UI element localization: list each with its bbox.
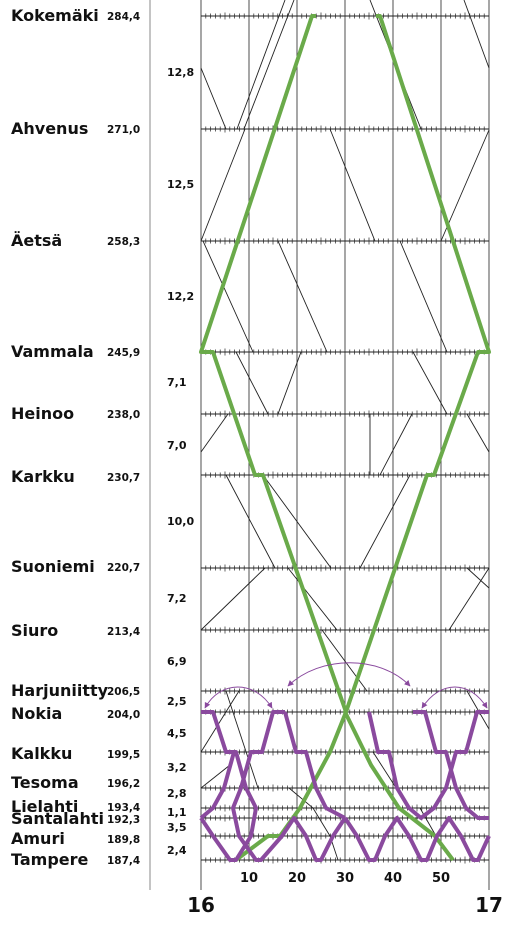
station-name: Amuri	[11, 829, 65, 848]
station-km: 204,0	[107, 709, 140, 721]
segment-distance: 2,8	[167, 787, 187, 800]
station-km: 258,3	[107, 236, 140, 248]
station-km: 213,4	[107, 626, 140, 638]
minute-label: 10	[240, 871, 258, 886]
minute-label: 30	[336, 871, 354, 886]
purple-turnaround-arrows	[204, 662, 488, 709]
minute-labels: 10 20 30 40 50	[240, 871, 450, 886]
station-km: 220,7	[107, 562, 140, 574]
segment-distance: 7,1	[167, 376, 187, 389]
station-km: 284,4	[107, 11, 140, 23]
station-km: 238,0	[107, 409, 140, 421]
segment-distance: 12,5	[167, 178, 194, 191]
station-name: Lielahti	[11, 797, 78, 816]
station-km: 271,0	[107, 124, 140, 136]
station-name: Harjuniitty	[11, 681, 109, 700]
segment-distance: 10,0	[167, 515, 194, 528]
station-name: Tesoma	[11, 773, 79, 792]
station-name: Heinoo	[11, 404, 74, 423]
segment-distance: 6,9	[167, 655, 187, 668]
time-gridlines	[200, 0, 490, 890]
station-km: 196,2	[107, 778, 140, 790]
station-km: 206,5	[107, 686, 140, 698]
segment-distance: 2,4	[167, 844, 187, 857]
station-name: Kokemäki	[11, 6, 99, 25]
minute-label: 20	[288, 871, 306, 886]
minute-label: 40	[384, 871, 402, 886]
segment-distance: 12,2	[167, 290, 194, 303]
station-name: Kalkku	[11, 744, 72, 763]
segment-distance: 3,2	[167, 761, 187, 774]
station-labels: Kokemäki 284,4 Ahvenus 271,0 Äetsä 258,3 Vamma…	[11, 6, 140, 869]
station-name: Karkku	[11, 467, 75, 486]
station-name: Nokia	[11, 704, 62, 723]
segment-distance: 1,1	[167, 806, 187, 819]
segment-distance: 4,5	[167, 727, 187, 740]
station-name: Siuro	[11, 621, 58, 640]
station-name: Ahvenus	[11, 119, 88, 138]
segment-distance: 3,5	[167, 821, 187, 834]
station-name: Santalahti	[11, 809, 104, 828]
segment-distance: 7,2	[167, 592, 187, 605]
station-km: 192,3	[107, 814, 140, 826]
station-name: Suoniemi	[11, 557, 95, 576]
station-name: Vammala	[11, 342, 94, 361]
end-hour-label: 17	[475, 893, 503, 917]
station-km: 199,5	[107, 749, 140, 761]
purple-train-paths	[199, 710, 491, 862]
segment-distances: 12,8 12,5 12,2 7,1 7,0 10,0 7,2 6,9 2,5 4,5 3,2 2,8…	[167, 66, 194, 857]
station-km: 187,4	[107, 855, 140, 867]
segment-distance: 7,0	[167, 439, 187, 452]
station-km: 193,4	[107, 802, 140, 814]
segment-distance: 12,8	[167, 66, 194, 79]
station-km: 189,8	[107, 834, 140, 846]
start-hour-label: 16	[187, 893, 215, 917]
station-km: 230,7	[107, 472, 140, 484]
station-name: Äetsä	[11, 231, 62, 250]
minute-label: 50	[432, 871, 450, 886]
segment-distance: 2,5	[167, 695, 187, 708]
station-name: Tampere	[11, 850, 89, 869]
station-km: 245,9	[107, 347, 140, 359]
other-train-paths	[200, 0, 490, 861]
station-lines	[201, 12, 489, 864]
green-train-paths	[199, 14, 491, 862]
